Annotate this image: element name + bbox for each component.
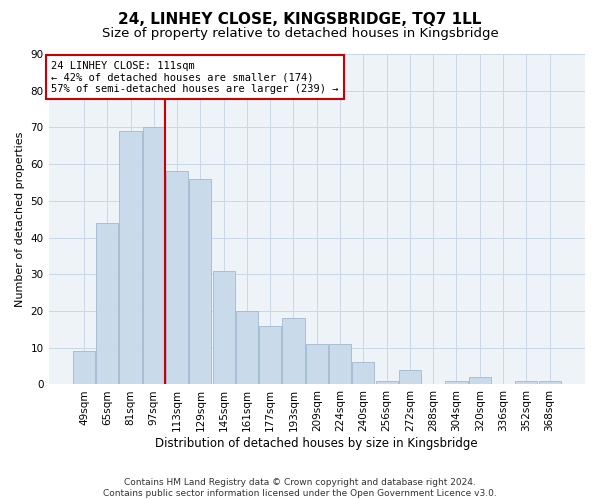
Bar: [119, 131, 142, 384]
Bar: [212, 270, 235, 384]
Bar: [259, 326, 281, 384]
X-axis label: Distribution of detached houses by size in Kingsbridge: Distribution of detached houses by size …: [155, 437, 478, 450]
Text: Contains HM Land Registry data © Crown copyright and database right 2024.
Contai: Contains HM Land Registry data © Crown c…: [103, 478, 497, 498]
Bar: [306, 344, 328, 385]
Bar: [539, 381, 560, 384]
Bar: [190, 179, 211, 384]
Bar: [399, 370, 421, 384]
Bar: [283, 318, 305, 384]
Text: 24, LINHEY CLOSE, KINGSBRIDGE, TQ7 1LL: 24, LINHEY CLOSE, KINGSBRIDGE, TQ7 1LL: [118, 12, 482, 28]
Bar: [73, 352, 95, 384]
Y-axis label: Number of detached properties: Number of detached properties: [15, 132, 25, 307]
Bar: [166, 172, 188, 384]
Text: Size of property relative to detached houses in Kingsbridge: Size of property relative to detached ho…: [101, 28, 499, 40]
Bar: [236, 311, 258, 384]
Bar: [469, 377, 491, 384]
Bar: [515, 381, 538, 384]
Bar: [329, 344, 351, 385]
Bar: [143, 128, 165, 384]
Bar: [96, 223, 118, 384]
Bar: [376, 381, 398, 384]
Bar: [352, 362, 374, 384]
Bar: [445, 381, 467, 384]
Text: 24 LINHEY CLOSE: 111sqm
← 42% of detached houses are smaller (174)
57% of semi-d: 24 LINHEY CLOSE: 111sqm ← 42% of detache…: [51, 60, 339, 94]
